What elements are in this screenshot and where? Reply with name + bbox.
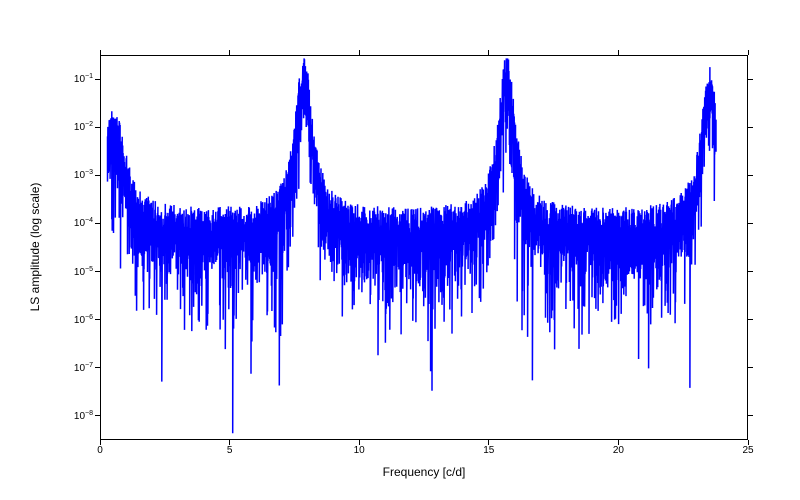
x-axis-label: Frequency [c/d]	[100, 465, 748, 479]
y-tick-right	[748, 223, 753, 224]
x-tick-label: 20	[613, 445, 624, 456]
y-tick	[95, 319, 100, 320]
y-tick	[95, 367, 100, 368]
x-tick-top	[229, 50, 230, 55]
y-tick-label: 10−3	[74, 169, 93, 181]
periodogram-line	[108, 58, 717, 433]
x-tick-label: 15	[483, 445, 494, 456]
chart-figure: 0 5 10 15 20 25 10−8 10−7 10−6 10−5 10−4 10−3 10−2 1…	[0, 0, 800, 500]
y-tick-right	[748, 319, 753, 320]
x-tick-label: 25	[742, 445, 753, 456]
y-tick-right	[748, 175, 753, 176]
x-tick-label: 10	[354, 445, 365, 456]
x-tick-top	[359, 50, 360, 55]
x-tick-label: 5	[227, 445, 233, 456]
y-tick-label: 10−2	[74, 121, 93, 133]
x-tick-top	[488, 50, 489, 55]
periodogram-svg	[101, 56, 747, 439]
y-tick-label: 10−8	[74, 410, 93, 422]
y-tick	[95, 223, 100, 224]
y-tick	[95, 415, 100, 416]
y-axis-label: LS amplitude (log scale)	[28, 183, 42, 312]
y-tick-label: 10−7	[74, 362, 93, 374]
y-tick	[95, 175, 100, 176]
y-tick-label: 10−6	[74, 314, 93, 326]
y-tick-right	[748, 415, 753, 416]
y-tick	[95, 79, 100, 80]
y-tick-right	[748, 271, 753, 272]
y-tick	[95, 271, 100, 272]
x-tick-label: 0	[97, 445, 103, 456]
y-tick-label: 10−5	[74, 265, 93, 277]
y-tick-label: 10−1	[74, 73, 93, 85]
x-tick-top	[748, 50, 749, 55]
plot-area	[100, 55, 748, 440]
x-tick-top	[100, 50, 101, 55]
y-tick-right	[748, 79, 753, 80]
y-tick	[95, 127, 100, 128]
x-tick-top	[618, 50, 619, 55]
y-tick-right	[748, 367, 753, 368]
y-tick-right	[748, 127, 753, 128]
y-tick-label: 10−4	[74, 217, 93, 229]
